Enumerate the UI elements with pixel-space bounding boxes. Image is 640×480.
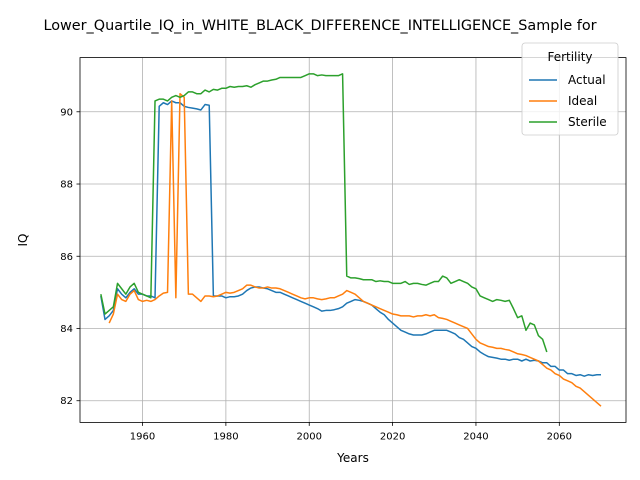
x-tick-label: 2020 bbox=[380, 431, 405, 442]
series-layer bbox=[100, 73, 602, 407]
y-tick-label: 82 bbox=[60, 396, 73, 407]
x-tick-label: 2000 bbox=[297, 431, 322, 442]
plot-frame bbox=[79, 57, 627, 423]
chart-title: Lower_Quartile_IQ_in_WHITE_BLACK_DIFFERE… bbox=[43, 18, 596, 34]
y-tick-label: 84 bbox=[60, 324, 73, 335]
series-line-actual bbox=[100, 100, 601, 377]
legend-box bbox=[521, 42, 619, 136]
x-tick-label: 2060 bbox=[547, 431, 572, 442]
legend-label-ideal: Ideal bbox=[568, 94, 597, 108]
series-line-ideal bbox=[108, 92, 602, 407]
x-tick-label: 1960 bbox=[130, 431, 155, 442]
x-tick-label: 1980 bbox=[213, 431, 238, 442]
series-line-sterile bbox=[100, 73, 548, 353]
x-tick-label: 2040 bbox=[463, 431, 488, 442]
y-tick-label: 88 bbox=[60, 180, 73, 191]
legend-label-sterile: Sterile bbox=[568, 115, 607, 129]
y-tick-label: 86 bbox=[60, 252, 73, 263]
y-tick-label: 90 bbox=[60, 107, 73, 118]
legend: Fertility Actual Ideal Sterile bbox=[521, 42, 619, 136]
axis-ticks: 1960 1980 2000 2020 2040 2060 82 84 86 88 90 bbox=[60, 107, 572, 442]
x-axis-label: Years bbox=[336, 451, 369, 465]
legend-label-actual: Actual bbox=[568, 73, 606, 87]
y-axis-label: IQ bbox=[16, 234, 30, 247]
legend-title: Fertility bbox=[547, 50, 592, 64]
